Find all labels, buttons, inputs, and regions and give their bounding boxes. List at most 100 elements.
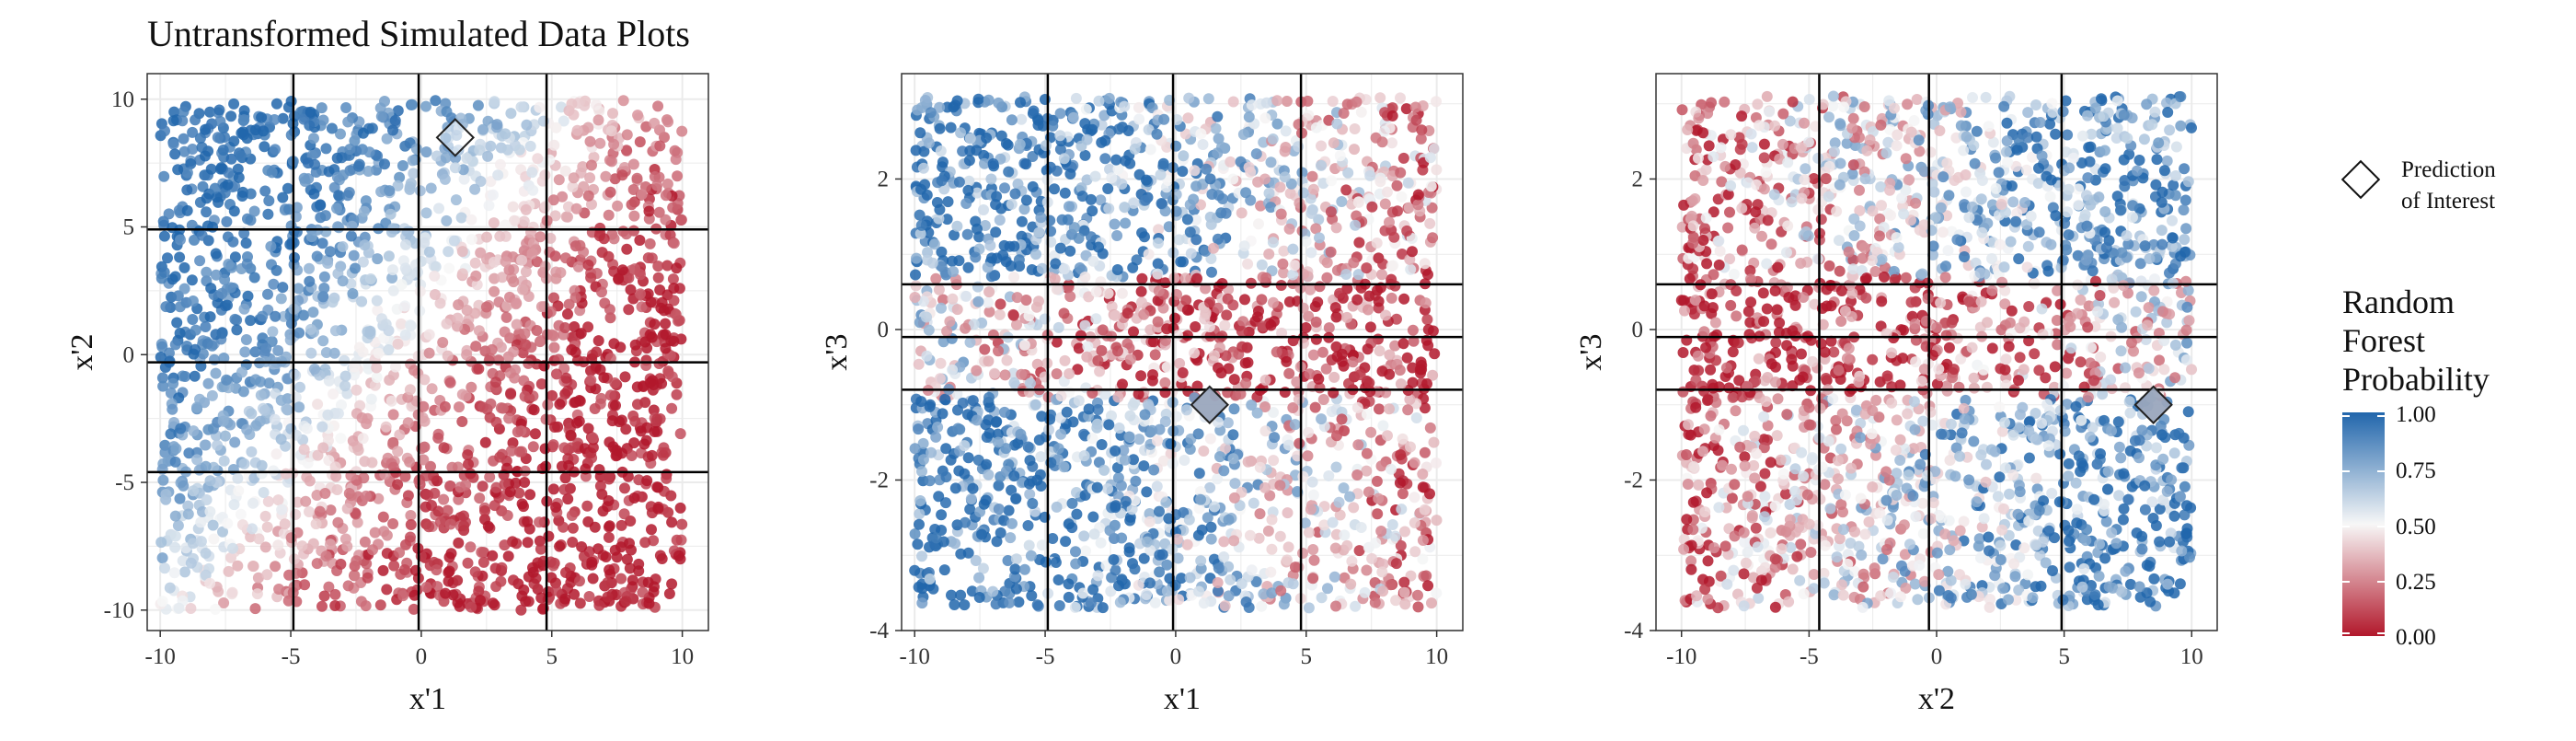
data-point (924, 137, 935, 148)
data-point (188, 349, 199, 360)
data-point (214, 116, 225, 127)
data-point (1343, 378, 1354, 389)
data-point (1111, 230, 1122, 241)
data-point (329, 600, 340, 611)
data-point (1348, 502, 1359, 513)
data-point (1331, 222, 1342, 233)
data-point (1268, 297, 1279, 308)
data-point (446, 548, 457, 559)
data-point (1353, 237, 1364, 249)
data-point (1239, 240, 1250, 251)
data-point (490, 581, 501, 592)
data-point (1294, 438, 1305, 449)
data-point (649, 318, 660, 330)
x-tick-label: -5 (1036, 644, 1055, 669)
data-point (307, 307, 318, 318)
data-point (988, 330, 999, 341)
data-point (261, 569, 272, 580)
data-point (359, 239, 370, 250)
data-point (548, 439, 559, 450)
data-point (593, 600, 604, 611)
data-point (317, 442, 328, 453)
data-point (1064, 578, 1075, 589)
data-point (1317, 592, 1328, 603)
data-point (1282, 507, 1294, 518)
data-point (1201, 307, 1212, 318)
data-point (1198, 139, 1209, 150)
data-point (1316, 141, 1327, 152)
data-point (1311, 122, 1322, 133)
data-point (1223, 562, 1234, 573)
data-point (306, 231, 317, 242)
data-point (1374, 176, 1386, 187)
data-point (534, 102, 545, 113)
data-point (1285, 188, 1296, 199)
data-point (305, 476, 316, 487)
data-point (952, 405, 963, 416)
data-point (1122, 307, 1133, 318)
data-point (1152, 480, 1163, 492)
data-point (1150, 349, 1161, 360)
data-point (1110, 155, 1121, 166)
data-point (1138, 460, 1149, 471)
data-point (1096, 538, 1107, 549)
data-point (1396, 504, 1407, 515)
data-point (273, 584, 284, 595)
data-point (962, 185, 973, 196)
data-point (1213, 562, 1225, 573)
data-point (445, 519, 456, 530)
data-point (277, 192, 288, 203)
data-point (1079, 450, 1090, 461)
data-point (1060, 355, 1071, 366)
data-point (259, 186, 270, 197)
data-point (250, 421, 261, 432)
data-point (1124, 547, 1135, 558)
data-point (259, 487, 270, 498)
data-point (456, 416, 467, 427)
data-point (1052, 337, 1063, 348)
data-point (1070, 546, 1081, 557)
data-point (225, 110, 236, 122)
data-point (523, 537, 534, 548)
data-point (252, 588, 263, 599)
data-point (591, 346, 602, 357)
data-point (925, 573, 936, 585)
data-point (400, 262, 411, 273)
data-point (157, 381, 168, 392)
data-point (1002, 355, 1013, 366)
data-point (972, 282, 983, 293)
data-point (671, 262, 682, 273)
data-point (933, 491, 944, 502)
data-point (271, 98, 282, 110)
data-point (1983, 532, 1994, 543)
data-point (554, 541, 565, 552)
data-point (1399, 527, 1410, 538)
data-point (435, 516, 446, 527)
data-point (1287, 244, 1298, 255)
data-point (593, 335, 604, 346)
data-point (647, 331, 658, 342)
data-point (939, 394, 950, 405)
data-point (1416, 133, 1427, 145)
data-point (411, 144, 422, 155)
data-point (405, 384, 416, 395)
data-point (2062, 130, 2073, 141)
data-point (1382, 430, 1393, 441)
data-point (916, 220, 927, 231)
data-point (599, 233, 610, 244)
data-point (1205, 173, 1216, 184)
data-point (466, 234, 477, 245)
data-point (516, 255, 527, 266)
data-point (1229, 374, 1240, 385)
data-point (1193, 428, 1204, 439)
data-point (1376, 269, 1387, 280)
data-point (1055, 108, 1066, 119)
data-point (396, 318, 407, 330)
data-point (1259, 482, 1271, 493)
data-point (1236, 207, 1248, 218)
data-point (1411, 412, 1422, 423)
data-point (494, 452, 505, 463)
data-point (1749, 431, 1760, 442)
data-point (286, 532, 297, 543)
data-point (475, 595, 486, 606)
